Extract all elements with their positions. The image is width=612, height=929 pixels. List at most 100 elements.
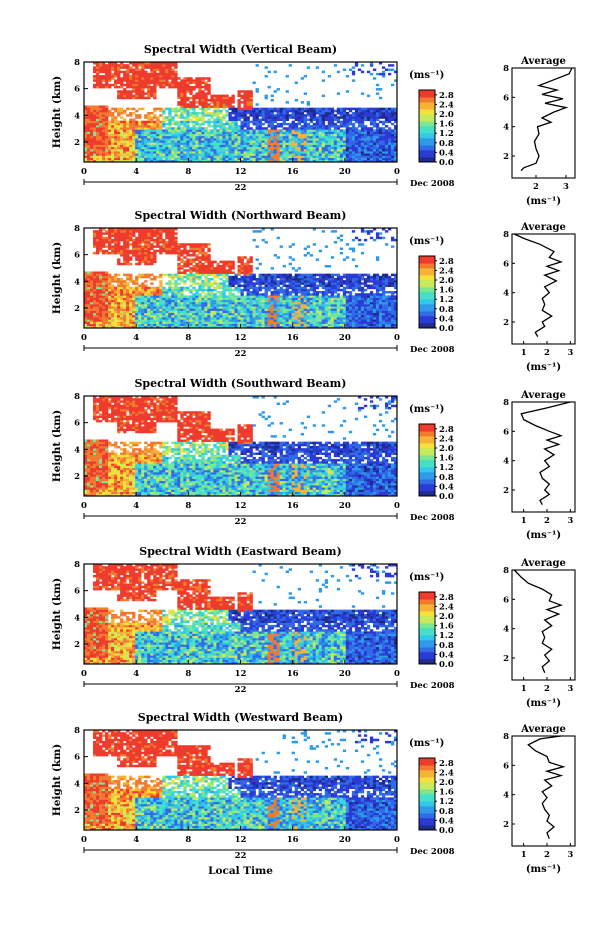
heatmap-cell [279, 133, 283, 137]
heatmap-cell [102, 301, 106, 305]
heatmap-cell [261, 151, 265, 154]
heatmap-cell [327, 144, 332, 148]
colorbar-swatch [419, 159, 435, 163]
heatmap-cell [114, 234, 118, 237]
heatmap-cell [264, 144, 268, 148]
heatmap-cell [201, 249, 205, 253]
heatmap-cell [195, 133, 199, 137]
heatmap-cell [114, 245, 118, 248]
heatmap-cell [246, 308, 250, 311]
heatmap-cell [183, 118, 187, 121]
heatmap-cell [282, 131, 286, 135]
heatmap-cell [249, 112, 253, 115]
heatmap-cell [216, 140, 220, 143]
heatmap-cell [99, 234, 103, 237]
heatmap-cell [147, 299, 151, 303]
heatmap-cell [141, 107, 145, 111]
heatmap-cell [276, 133, 280, 137]
heatmap-cell [99, 144, 103, 148]
heatmap-cell [294, 153, 298, 156]
heatmap-cell [291, 159, 295, 162]
colorbar-tick-label: 2.8 [439, 91, 454, 101]
heatmap-cell [123, 262, 127, 266]
heatmap-cell [360, 151, 365, 154]
heatmap-cell [138, 122, 142, 126]
heatmap-cell [150, 120, 154, 124]
heatmap-cell [99, 64, 103, 67]
heatmap-cell [87, 319, 91, 322]
heatmap-cell [147, 275, 151, 279]
heatmap-cell [198, 245, 202, 248]
heatmap-cell [237, 308, 241, 311]
heatmap-cell [231, 133, 235, 137]
heatmap-cell [156, 77, 160, 80]
heatmap-cell [120, 157, 124, 161]
heatmap-cell [177, 109, 181, 113]
heatmap-cell [123, 92, 127, 95]
heatmap-cell [117, 157, 121, 161]
heatmap-cell [201, 131, 205, 135]
heatmap-cell [225, 301, 229, 305]
heatmap-cell [225, 323, 229, 327]
heatmap-cell [228, 269, 232, 272]
heatmap-cell [324, 107, 329, 111]
heatmap-cell [192, 107, 196, 111]
heatmap-cell [303, 118, 308, 121]
heatmap-cell [327, 157, 332, 161]
heatmap-cell [171, 142, 175, 145]
heatmap-cell [135, 94, 139, 98]
heatmap-cell [207, 83, 211, 87]
heatmap-cell [183, 317, 187, 320]
heatmap-cell [240, 271, 244, 274]
heatmap-cell [348, 146, 353, 150]
heatmap-cell [120, 81, 124, 85]
heatmap-cell [159, 251, 163, 255]
heatmap-cell [246, 144, 250, 148]
heatmap-cell [132, 288, 136, 292]
heatmap-cell [219, 153, 223, 156]
heatmap-cell [90, 122, 94, 126]
heatmap-cell [333, 153, 338, 156]
heatmap-cell [189, 254, 193, 257]
heatmap-cell [318, 120, 323, 124]
heatmap-cell [138, 155, 142, 158]
heatmap-cell [144, 75, 148, 78]
heatmap-cell [123, 228, 127, 231]
heatmap-cell [210, 135, 214, 139]
heatmap-cell [141, 312, 145, 316]
heatmap-cell [96, 251, 100, 255]
heatmap-cell [213, 146, 217, 150]
heatmap-cell [195, 101, 199, 104]
heatmap-cell [204, 138, 208, 141]
heatmap-cell [84, 153, 88, 156]
heatmap-cell [123, 241, 127, 244]
heatmap-cell [366, 159, 371, 162]
heatmap-cell [141, 122, 145, 126]
heatmap-cell [123, 133, 127, 137]
heatmap-cell [270, 142, 274, 145]
heatmap-cell [318, 122, 323, 126]
heatmap-cell [102, 129, 106, 132]
heatmap-cell [381, 146, 386, 150]
heatmap-cell [123, 138, 127, 141]
heatmap-cell [177, 122, 181, 126]
heatmap-cell [243, 146, 247, 150]
heatmap-cell [126, 138, 130, 141]
heatmap-cell [357, 144, 362, 148]
heatmap-cell [129, 249, 133, 253]
heatmap-cell [369, 107, 374, 111]
heatmap-cell [150, 88, 154, 91]
heatmap-cell [144, 291, 148, 294]
heatmap-cell [360, 155, 365, 158]
heatmap-cell [363, 114, 368, 117]
heatmap-cell [393, 118, 397, 121]
heatmap-cell [162, 319, 166, 322]
heatmap-cell [117, 96, 121, 100]
heatmap-cell [180, 81, 184, 85]
heatmap-cell [315, 155, 320, 158]
heatmap-cell [330, 120, 335, 124]
heatmap-cell [207, 155, 211, 158]
heatmap-cell [234, 129, 238, 132]
heatmap-cell [306, 133, 311, 137]
heatmap-cell [189, 127, 193, 130]
